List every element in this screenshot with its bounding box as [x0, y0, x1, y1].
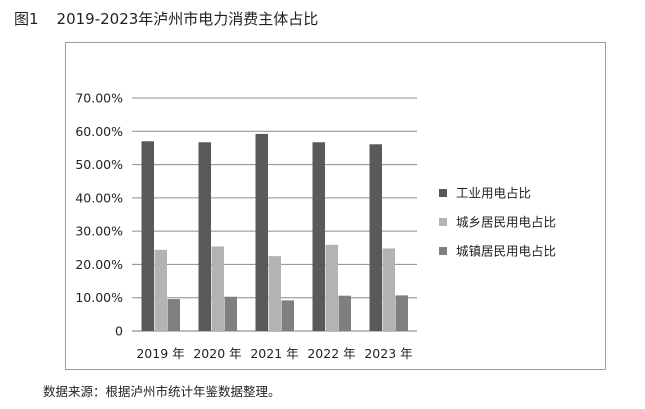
- bar-2-2020年: [211, 246, 224, 331]
- bar-2-2023年: [382, 248, 395, 331]
- y-tick-label: 10.00%: [75, 290, 123, 305]
- x-tick-label: 2023 年: [364, 346, 412, 361]
- bar-2-2021年: [268, 256, 281, 331]
- bar-1-2023年: [369, 144, 382, 331]
- y-tick-label: 70.00%: [75, 91, 123, 106]
- bar-1-2020年: [198, 142, 211, 331]
- bar-1-2022年: [312, 142, 325, 331]
- figure-source-note: 数据来源：根据泸州市统计年鉴数据整理。: [43, 384, 281, 399]
- x-tick-label: 2020 年: [193, 346, 241, 361]
- y-tick-label: 60.00%: [75, 124, 123, 139]
- x-tick-label: 2021 年: [250, 346, 298, 361]
- bar-1-2019年: [141, 141, 154, 331]
- bar-3-2022年: [338, 295, 351, 331]
- bar-3-2020年: [224, 296, 237, 331]
- legend-label: 工业用电占比: [456, 186, 531, 201]
- bar-3-2021年: [281, 300, 294, 331]
- bar-3-2019年: [167, 299, 180, 331]
- y-tick-label: 50.00%: [75, 157, 123, 172]
- bar-2-2019年: [154, 249, 167, 331]
- y-tick-label: 30.00%: [75, 224, 123, 239]
- bar-2-2022年: [325, 244, 338, 331]
- x-tick-label: 2022 年: [307, 346, 355, 361]
- figure-number: 图1: [14, 10, 39, 28]
- chart-frame: 0 10.00% 20.00% 30.00% 40.00% 50.00% 60.00% 70.…: [65, 42, 606, 370]
- y-tick-label: 40.00%: [75, 190, 123, 205]
- figure-title: 2019-2023年泸州市电力消费主体占比: [56, 10, 319, 28]
- bar-3-2023年: [395, 295, 408, 331]
- bar-chart: 0 10.00% 20.00% 30.00% 40.00% 50.00% 60.00% 70.…: [75, 91, 556, 362]
- y-tick-label: 20.00%: [75, 257, 123, 272]
- legend-swatch: [439, 218, 447, 226]
- figure-title-line: 图1 2019-2023年泸州市电力消费主体占比: [14, 8, 318, 29]
- x-tick-label: 2019 年: [136, 346, 184, 361]
- bar-1-2021年: [255, 133, 268, 331]
- legend-swatch: [439, 189, 447, 197]
- y-tick-label: 0: [115, 324, 123, 339]
- legend-label: 城乡居民用电占比: [456, 215, 556, 230]
- legend-label: 城镇居民用电占比: [456, 244, 556, 259]
- legend-swatch: [439, 247, 447, 255]
